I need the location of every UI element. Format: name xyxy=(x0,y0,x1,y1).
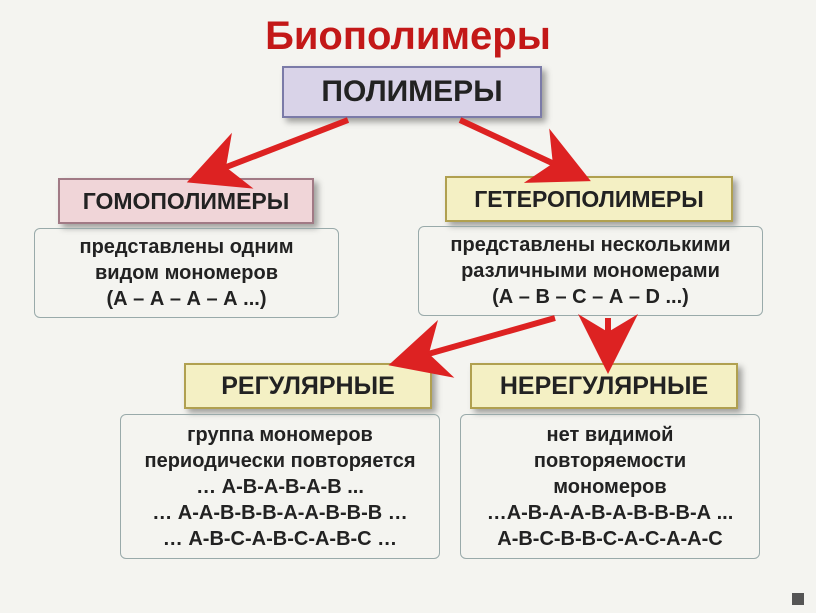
node-polymers: ПОЛИМЕРЫ xyxy=(282,66,542,118)
node-irregular: НЕРЕГУЛЯРНЫЕ xyxy=(470,363,738,409)
node-heteropolymers: ГЕТЕРОПОЛИМЕРЫ xyxy=(445,176,733,222)
desc-regular: группа мономеров периодически повторяетс… xyxy=(120,414,440,559)
desc-irregular: нет видимой повторяемости мономеров …А-В… xyxy=(460,414,760,559)
node-regular: РЕГУЛЯРНЫЕ xyxy=(184,363,432,409)
corner-marker xyxy=(792,593,804,605)
node-homopolymers-label: ГОМОПОЛИМЕРЫ xyxy=(83,188,290,215)
node-regular-label: РЕГУЛЯРНЫЕ xyxy=(221,372,395,401)
node-irregular-label: НЕРЕГУЛЯРНЫЕ xyxy=(500,372,708,401)
node-polymers-label: ПОЛИМЕРЫ xyxy=(321,75,502,109)
desc-heteropolymers: представлены несколькими различными моно… xyxy=(418,226,763,316)
desc-homopolymers: представлены одним видом мономеров (А – … xyxy=(34,228,339,318)
node-heteropolymers-label: ГЕТЕРОПОЛИМЕРЫ xyxy=(474,186,704,213)
node-homopolymers: ГОМОПОЛИМЕРЫ xyxy=(58,178,314,224)
page-title: Биополимеры xyxy=(0,14,816,59)
